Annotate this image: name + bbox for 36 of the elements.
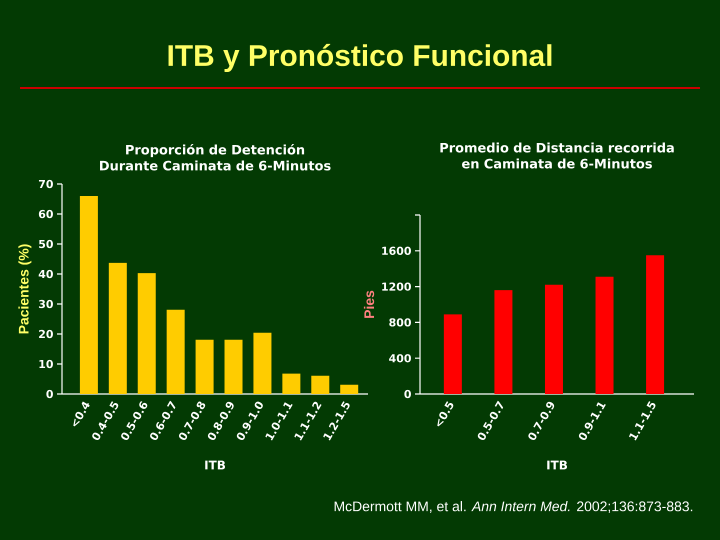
chart-title: Promedio de Distancia recorrida en Caminata de 6-Minutos bbox=[440, 142, 674, 169]
y-tick-label: 400 bbox=[389, 354, 411, 362]
x-axis-title: ITB bbox=[205, 460, 226, 470]
y-tick-label: 0 bbox=[46, 390, 53, 398]
bar bbox=[196, 340, 214, 394]
bar bbox=[340, 384, 358, 394]
y-tick-label: 40 bbox=[38, 270, 53, 278]
bar bbox=[544, 284, 563, 394]
text: ITB y Pronóstico Funcional bbox=[168, 44, 552, 72]
y-tick-label: 70 bbox=[38, 180, 53, 188]
chart-title: Proporción de Detención Durante Caminata de 6-Minutos bbox=[100, 144, 331, 171]
y-axis-title: Pies bbox=[364, 290, 374, 318]
y-tick-label: 30 bbox=[38, 300, 53, 308]
y-tick-label: 60 bbox=[38, 210, 53, 218]
bar bbox=[646, 255, 664, 394]
x-axis-title: ITB bbox=[547, 460, 568, 470]
y-tick-label: 1600 bbox=[382, 246, 411, 255]
bar bbox=[80, 196, 98, 394]
bar bbox=[311, 376, 330, 394]
y-tick-label: 800 bbox=[389, 318, 411, 327]
bar bbox=[282, 374, 300, 394]
bar bbox=[444, 314, 462, 394]
bar bbox=[138, 273, 156, 394]
bar bbox=[253, 332, 272, 394]
y-tick-label: 0 bbox=[404, 390, 411, 398]
y-axis-title: Pacientes (%) bbox=[18, 244, 32, 334]
bar bbox=[108, 262, 127, 394]
bar bbox=[224, 340, 243, 394]
bar bbox=[494, 290, 512, 394]
text: McDermott MM, et al. Ann Intern Med. 2002;136:873-883. bbox=[334, 501, 692, 513]
bar bbox=[166, 310, 185, 394]
bar bbox=[596, 276, 614, 394]
y-tick-label: 50 bbox=[39, 240, 53, 248]
y-tick-label: 20 bbox=[39, 330, 53, 338]
y-tick-label: 10 bbox=[39, 360, 53, 368]
y-tick-label: 1200 bbox=[382, 282, 411, 291]
